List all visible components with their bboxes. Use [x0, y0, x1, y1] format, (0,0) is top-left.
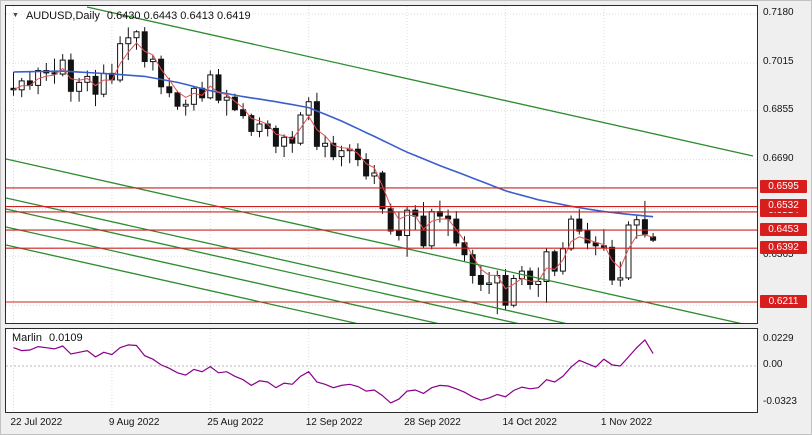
candle — [190, 87, 197, 105]
candle — [633, 219, 640, 226]
candle — [363, 159, 370, 177]
candle — [609, 246, 616, 281]
candle — [330, 142, 337, 158]
price-tick-label: 0.7015 — [763, 56, 794, 67]
candle — [313, 101, 320, 147]
main-chart-panel[interactable]: ▼ AUDUSD,Daily 0.6430 0.6443 0.6413 0.64… — [5, 5, 758, 324]
price-level-badge: 0.6595 — [760, 180, 807, 194]
date-label: 22 Jul 2022 — [10, 417, 63, 428]
candle — [535, 281, 542, 285]
candle — [551, 251, 558, 272]
candle — [428, 211, 435, 247]
price-tick-label: 0.6365 — [763, 249, 794, 261]
price-scale[interactable]: 0.7180 0.7015 0.6855 0.6690 0.6365 0.6595 0.65… — [760, 1, 811, 434]
candle — [371, 172, 378, 177]
price-tick-label: 0.6690 — [763, 152, 794, 164]
candle — [486, 282, 493, 285]
trendline-green — [6, 197, 567, 323]
date-label: 14 Oct 2022 — [502, 417, 557, 428]
trendline-green — [6, 208, 519, 323]
trendline-green — [6, 244, 358, 323]
trendline-green — [86, 6, 754, 157]
candle — [125, 37, 132, 45]
candle — [272, 127, 279, 147]
price-level-badge: 0.6392 — [760, 240, 807, 254]
price-level-badge: 0.6211 — [760, 294, 807, 308]
candle — [387, 208, 394, 232]
candle — [231, 96, 238, 111]
date-label: 9 Aug 2022 — [108, 417, 160, 428]
indicator-panel[interactable]: Marlin 0.0109 — [5, 328, 758, 413]
candle — [600, 245, 607, 248]
ma-red-line — [13, 42, 654, 290]
price-level-badge: 0.6532 — [760, 199, 807, 213]
candle — [568, 218, 575, 250]
candle — [322, 142, 329, 147]
candle — [141, 31, 148, 62]
trendline-green — [6, 226, 439, 323]
candle — [469, 254, 476, 276]
candle — [158, 58, 165, 88]
candle — [510, 278, 517, 306]
candle — [223, 96, 230, 101]
candle — [240, 109, 247, 117]
indicator-chart-canvas[interactable] — [6, 329, 757, 412]
date-label: 12 Sep 2022 — [305, 417, 363, 428]
trendline-green — [6, 158, 742, 323]
candle — [76, 81, 83, 92]
candle — [338, 150, 345, 158]
candle — [100, 72, 107, 95]
candle — [576, 218, 583, 232]
candle — [404, 209, 411, 236]
candle — [289, 136, 296, 144]
date-label: 28 Sep 2022 — [404, 417, 461, 428]
candle — [248, 115, 255, 132]
date-label: 1 Nov 2022 — [600, 417, 653, 428]
candle — [59, 59, 66, 75]
candle — [133, 31, 140, 39]
candle — [174, 92, 181, 107]
candle — [166, 86, 173, 94]
candle — [117, 43, 124, 81]
candle — [477, 275, 484, 285]
candle — [379, 172, 386, 210]
candle — [215, 74, 222, 101]
candle — [502, 275, 509, 306]
candle — [281, 136, 288, 147]
indicator-tick-label: 0.0229 — [763, 332, 794, 344]
candle — [617, 277, 624, 281]
candle — [527, 270, 534, 286]
marlin-line — [13, 338, 654, 404]
date-label: 25 Aug 2022 — [207, 417, 264, 428]
candle — [584, 230, 591, 244]
ma-blue-line — [13, 70, 654, 218]
candle — [641, 219, 648, 235]
candle — [453, 218, 460, 244]
price-level-badge: 0.6453 — [760, 222, 807, 236]
candle — [182, 103, 189, 107]
candle — [354, 148, 361, 161]
price-chart-canvas[interactable] — [6, 6, 757, 323]
indicator-tick-label: 0.00 — [763, 359, 783, 370]
price-tick-label: 0.7180 — [763, 7, 794, 18]
candle — [420, 215, 427, 247]
candle — [543, 251, 550, 283]
candle — [149, 58, 156, 63]
date-scale[interactable]: 22 Jul 2022 9 Aug 2022 25 Aug 2022 12 Sep 2… — [5, 414, 758, 434]
candle — [625, 224, 632, 279]
price-tick-label: 0.6855 — [763, 103, 794, 115]
indicator-tick-label: -0.0323 — [763, 395, 797, 407]
candle — [256, 123, 263, 132]
candle — [650, 236, 657, 241]
candle — [395, 230, 402, 236]
